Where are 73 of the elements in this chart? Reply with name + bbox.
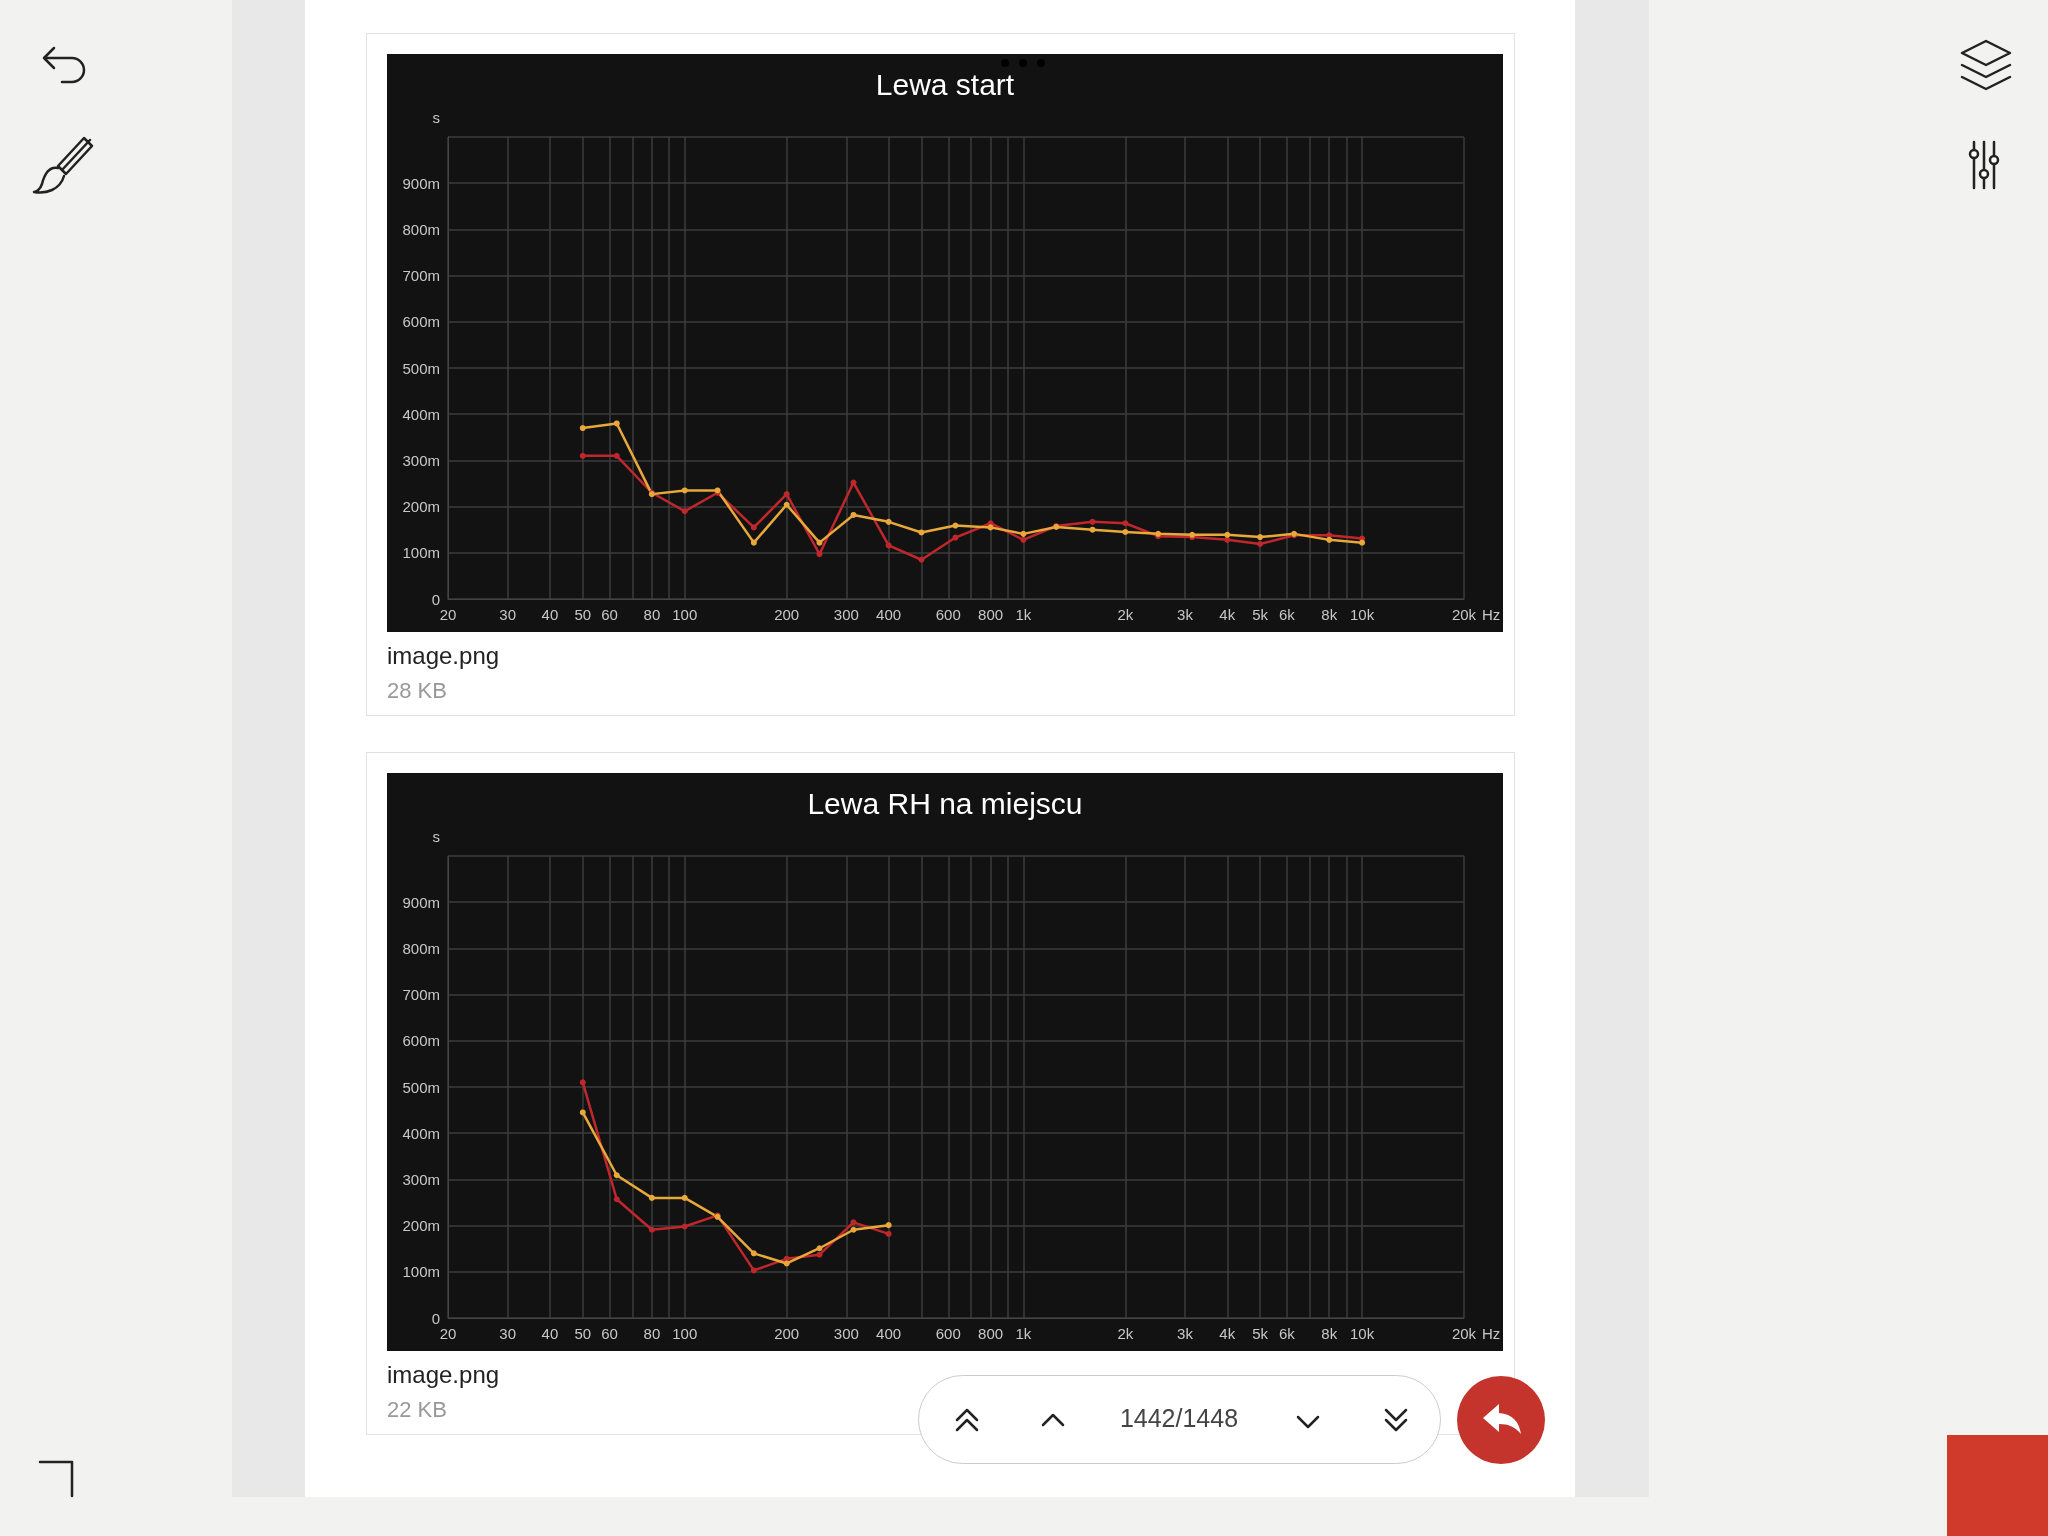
x-tick-label: 10k	[1349, 606, 1375, 623]
x-tick-label: 400	[876, 606, 902, 623]
x-tick-label: 6k	[1279, 606, 1296, 623]
x-tick-label: 4k	[1219, 1325, 1236, 1342]
y-tick-label: 800m	[402, 939, 440, 957]
x-tick-label: 2k	[1117, 1325, 1134, 1342]
x-tick-label: 30	[499, 606, 516, 623]
x-tick-label: 800	[978, 1325, 1004, 1342]
x-tick-label: 40	[541, 606, 559, 623]
y-axis-title: s	[432, 109, 440, 126]
y-tick-label: 500m	[402, 1078, 440, 1096]
y-tick-label: 700m	[402, 986, 440, 1004]
x-tick-label: 400	[876, 1325, 902, 1342]
x-tick-label: 10k	[1349, 1325, 1375, 1342]
x-tick-label: 100	[672, 1325, 698, 1342]
x-tick-label: 80	[643, 606, 661, 623]
y-tick-label: 300m	[402, 1170, 440, 1188]
y-tick-label: 800m	[402, 220, 440, 238]
y-tick-label: 400m	[402, 1124, 440, 1142]
x-tick-label: 200	[774, 606, 800, 623]
x-tick-label: 1k	[1015, 606, 1032, 623]
x-tick-label: 5k	[1252, 606, 1269, 623]
y-tick-label: 300m	[402, 451, 440, 469]
y-tick-label: 400m	[402, 405, 440, 423]
x-tick-label: 300	[833, 1325, 859, 1342]
x-axis-title: Hz	[1481, 606, 1501, 623]
chart-title: Lewa RH na miejscu	[807, 786, 1083, 820]
x-tick-label: 30	[499, 1325, 516, 1342]
x-tick-label: 5k	[1252, 1325, 1269, 1342]
y-tick-label: 500m	[402, 359, 440, 377]
y-tick-label: 900m	[402, 893, 440, 911]
text: image.png	[387, 1361, 500, 1389]
x-tick-label: 1k	[1015, 1325, 1032, 1342]
x-tick-label: 6k	[1279, 1325, 1296, 1342]
y-tick-label: 100m	[402, 544, 440, 562]
y-tick-label: 200m	[402, 498, 440, 516]
x-tick-label: 8k	[1321, 606, 1338, 623]
x-tick-label: 20k	[1451, 606, 1477, 623]
x-axis-title: Hz	[1481, 1325, 1501, 1342]
y-tick-label: 700m	[402, 267, 440, 285]
x-tick-label: 20	[439, 1325, 457, 1342]
x-tick-label: 200	[774, 1325, 800, 1342]
text: 28 KB	[387, 678, 447, 704]
x-tick-label: 100	[672, 606, 698, 623]
x-tick-label: 50	[574, 1325, 592, 1342]
x-tick-label: 800	[978, 606, 1004, 623]
x-tick-label: 20	[439, 606, 457, 623]
x-tick-label: 20k	[1451, 1325, 1477, 1342]
x-tick-label: 4k	[1219, 606, 1236, 623]
y-tick-label: 0	[431, 1309, 440, 1327]
text: image.png	[387, 642, 500, 670]
x-tick-label: 2k	[1117, 606, 1134, 623]
y-axis-title: s	[432, 828, 440, 845]
x-tick-label: 300	[833, 606, 859, 623]
x-tick-label: 600	[935, 606, 961, 623]
chart-title: Lewa start	[875, 67, 1015, 101]
y-tick-label: 600m	[402, 313, 440, 331]
x-tick-label: 40	[541, 1325, 559, 1342]
x-tick-label: 80	[643, 1325, 661, 1342]
x-tick-label: 600	[935, 1325, 961, 1342]
x-tick-label: 60	[601, 606, 618, 623]
x-tick-label: 50	[574, 606, 592, 623]
y-tick-label: 900m	[402, 174, 440, 192]
text: 22 KB	[387, 1397, 447, 1423]
text: 1442/1448	[1118, 1404, 1240, 1433]
y-tick-label: 100m	[402, 1263, 440, 1281]
x-tick-label: 3k	[1177, 606, 1194, 623]
y-tick-label: 0	[431, 590, 440, 608]
x-tick-label: 3k	[1177, 1325, 1194, 1342]
x-tick-label: 60	[601, 1325, 618, 1342]
y-tick-label: 600m	[402, 1032, 440, 1050]
y-tick-label: 200m	[402, 1217, 440, 1235]
x-tick-label: 8k	[1321, 1325, 1338, 1342]
